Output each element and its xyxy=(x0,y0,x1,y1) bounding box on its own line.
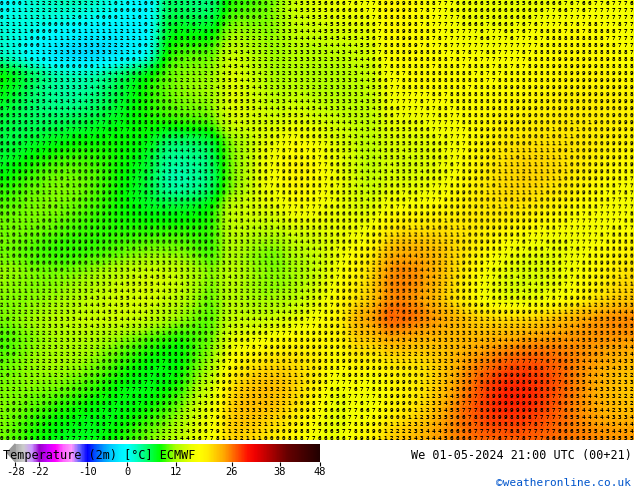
Polygon shape xyxy=(7,444,15,462)
Text: We 01-05-2024 21:00 UTC (00+21): We 01-05-2024 21:00 UTC (00+21) xyxy=(411,449,631,462)
Text: ©weatheronline.co.uk: ©weatheronline.co.uk xyxy=(496,477,631,488)
Text: Temperature (2m) [°C] ECMWF: Temperature (2m) [°C] ECMWF xyxy=(3,449,195,462)
